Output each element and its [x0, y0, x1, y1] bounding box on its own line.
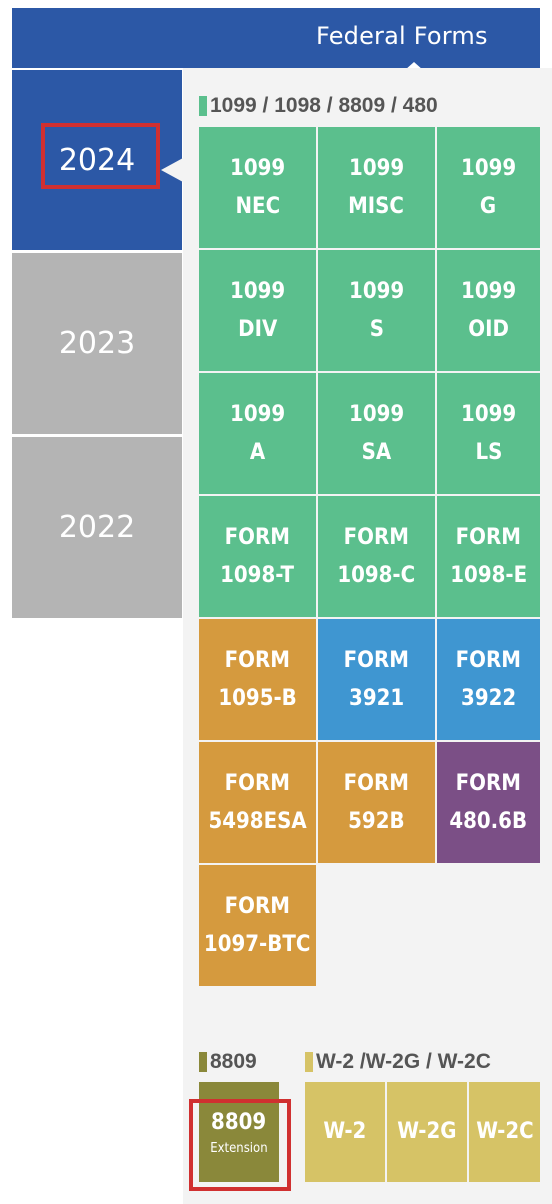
section-label-1099: 1099 / 1098 / 8809 / 480	[199, 94, 438, 118]
tile-form-480-6b[interactable]: FORM 480.6B	[437, 742, 540, 863]
green-swatch-icon	[199, 96, 207, 116]
tile-1099-sa[interactable]: 1099 SA	[318, 373, 435, 494]
tile-form-1097-btc[interactable]: FORM 1097-BTC	[199, 865, 316, 986]
header-title: Federal Forms	[316, 22, 488, 50]
tile-form-1098-c[interactable]: FORM 1098-C	[318, 496, 435, 617]
tile-1099-nec[interactable]: 1099 NEC	[199, 127, 316, 248]
section-label-w2: W-2 /W-2G / W-2C	[305, 1050, 491, 1074]
tile-1099-ls[interactable]: 1099 LS	[437, 373, 540, 494]
section-label-8809: 8809	[199, 1050, 257, 1074]
tile-form-1095-b[interactable]: FORM 1095-B	[199, 619, 316, 740]
tile-form-5498esa[interactable]: FORM 5498ESA	[199, 742, 316, 863]
tile-form-592b[interactable]: FORM 592B	[318, 742, 435, 863]
tile-w2g[interactable]: W-2G	[387, 1082, 467, 1182]
header-caret-icon	[405, 62, 423, 70]
olive-swatch-icon	[199, 1052, 207, 1072]
tile-form-1098-t[interactable]: FORM 1098-T	[199, 496, 316, 617]
year-tab-label: 2022	[58, 510, 136, 545]
tile-1099-a[interactable]: 1099 A	[199, 373, 316, 494]
year-tab-2023[interactable]: 2023	[12, 253, 182, 434]
tile-form-3921[interactable]: FORM 3921	[318, 619, 435, 740]
tile-w2[interactable]: W-2	[305, 1082, 385, 1182]
tile-1099-oid[interactable]: 1099 OID	[437, 250, 540, 371]
tile-1099-g[interactable]: 1099 G	[437, 127, 540, 248]
tile-1099-div[interactable]: 1099 DIV	[199, 250, 316, 371]
year-tab-label: 2023	[58, 326, 136, 361]
year-tab-2022[interactable]: 2022	[12, 437, 182, 618]
year-tab-label: 2024	[58, 142, 136, 178]
yellow-swatch-icon	[305, 1052, 313, 1072]
tile-1099-misc[interactable]: 1099 MISC	[318, 127, 435, 248]
tile-1099-s[interactable]: 1099 S	[318, 250, 435, 371]
tile-w2c[interactable]: W-2C	[469, 1082, 540, 1182]
tile-form-3922[interactable]: FORM 3922	[437, 619, 540, 740]
tile-8809-extension[interactable]: 8809 Extension	[199, 1082, 279, 1182]
tile-form-1098-e[interactable]: FORM 1098-E	[437, 496, 540, 617]
federal-forms-header: Federal Forms	[12, 8, 540, 70]
active-tab-pointer-icon	[161, 158, 183, 182]
year-tab-2024[interactable]: 2024	[12, 70, 182, 250]
